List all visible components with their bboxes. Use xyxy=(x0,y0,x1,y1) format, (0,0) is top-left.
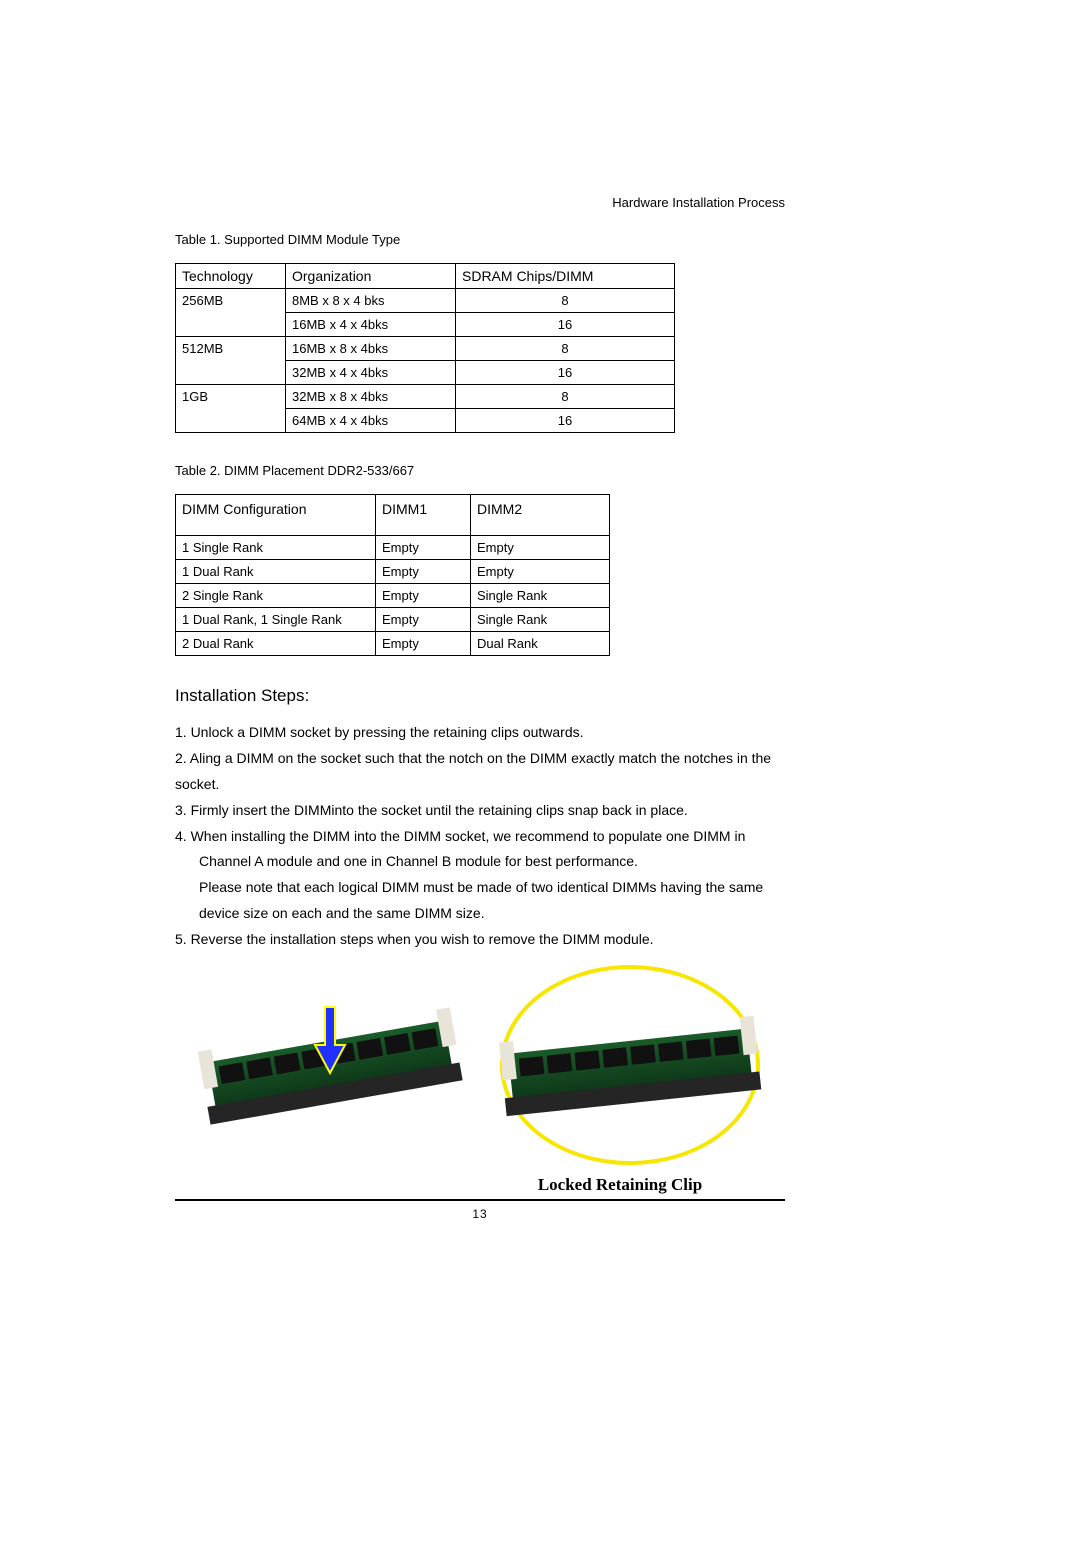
installation-steps-list: 1. Unlock a DIMM socket by pressing the … xyxy=(175,720,785,953)
step-line: 1. Unlock a DIMM socket by pressing the … xyxy=(175,720,785,746)
step-line: socket. xyxy=(175,772,785,798)
running-header: Hardware Installation Process xyxy=(175,195,785,210)
table1-col-organization: Organization xyxy=(286,264,456,289)
arrow-down-icon xyxy=(313,1005,347,1075)
step-line: 5. Reverse the installation steps when y… xyxy=(175,927,785,953)
step-line: Please note that each logical DIMM must … xyxy=(175,875,785,901)
step-line: device size on each and the same DIMM si… xyxy=(175,901,785,927)
table-dimm-placement: DIMM Configuration DIMM1 DIMM2 1 Single … xyxy=(175,494,610,656)
table-row: 2 Dual Rank Empty Dual Rank xyxy=(176,632,610,656)
figure2-caption: Locked Retaining Clip xyxy=(175,1175,785,1195)
table1-col-technology: Technology xyxy=(176,264,286,289)
table-supported-dimm: Technology Organization SDRAM Chips/DIMM… xyxy=(175,263,675,433)
table2-col-dimm1: DIMM1 xyxy=(376,495,471,536)
figure-insert-dimm xyxy=(195,985,465,1145)
table-row: 1 Single Rank Empty Empty xyxy=(176,536,610,560)
table-row: 512MB 16MB x 8 x 4bks 8 xyxy=(176,337,675,361)
step-line: 4. When installing the DIMM into the DIM… xyxy=(175,824,785,850)
table-row: 2 Single Rank Empty Single Rank xyxy=(176,584,610,608)
table-row: 1 Dual Rank, 1 Single Rank Empty Single … xyxy=(176,608,610,632)
table-row: 1GB 32MB x 8 x 4bks 8 xyxy=(176,385,675,409)
table2-header-row: DIMM Configuration DIMM1 DIMM2 xyxy=(176,495,610,536)
step-line: 2. Aling a DIMM on the socket such that … xyxy=(175,746,785,772)
table1-col-chips: SDRAM Chips/DIMM xyxy=(456,264,675,289)
table1-caption: Table 1. Supported DIMM Module Type xyxy=(175,232,785,247)
table2-caption: Table 2. DIMM Placement DDR2-533/667 xyxy=(175,463,785,478)
table1-header-row: Technology Organization SDRAM Chips/DIMM xyxy=(176,264,675,289)
page-number: 13 xyxy=(175,1207,785,1221)
footer-rule xyxy=(175,1199,785,1201)
table-row: 1 Dual Rank Empty Empty xyxy=(176,560,610,584)
dimm-module-illustration xyxy=(508,1029,752,1102)
figure-row xyxy=(175,985,785,1145)
step-line: Channel A module and one in Channel B mo… xyxy=(175,849,785,875)
page-content: Hardware Installation Process Table 1. S… xyxy=(175,195,785,1221)
figure-locked-clip xyxy=(495,985,765,1145)
table2-col-config: DIMM Configuration xyxy=(176,495,376,536)
installation-steps-heading: Installation Steps: xyxy=(175,686,785,706)
table2-col-dimm2: DIMM2 xyxy=(471,495,610,536)
table-row: 256MB 8MB x 8 x 4 bks 8 xyxy=(176,289,675,313)
step-line: 3. Firmly insert the DIMMinto the socket… xyxy=(175,798,785,824)
